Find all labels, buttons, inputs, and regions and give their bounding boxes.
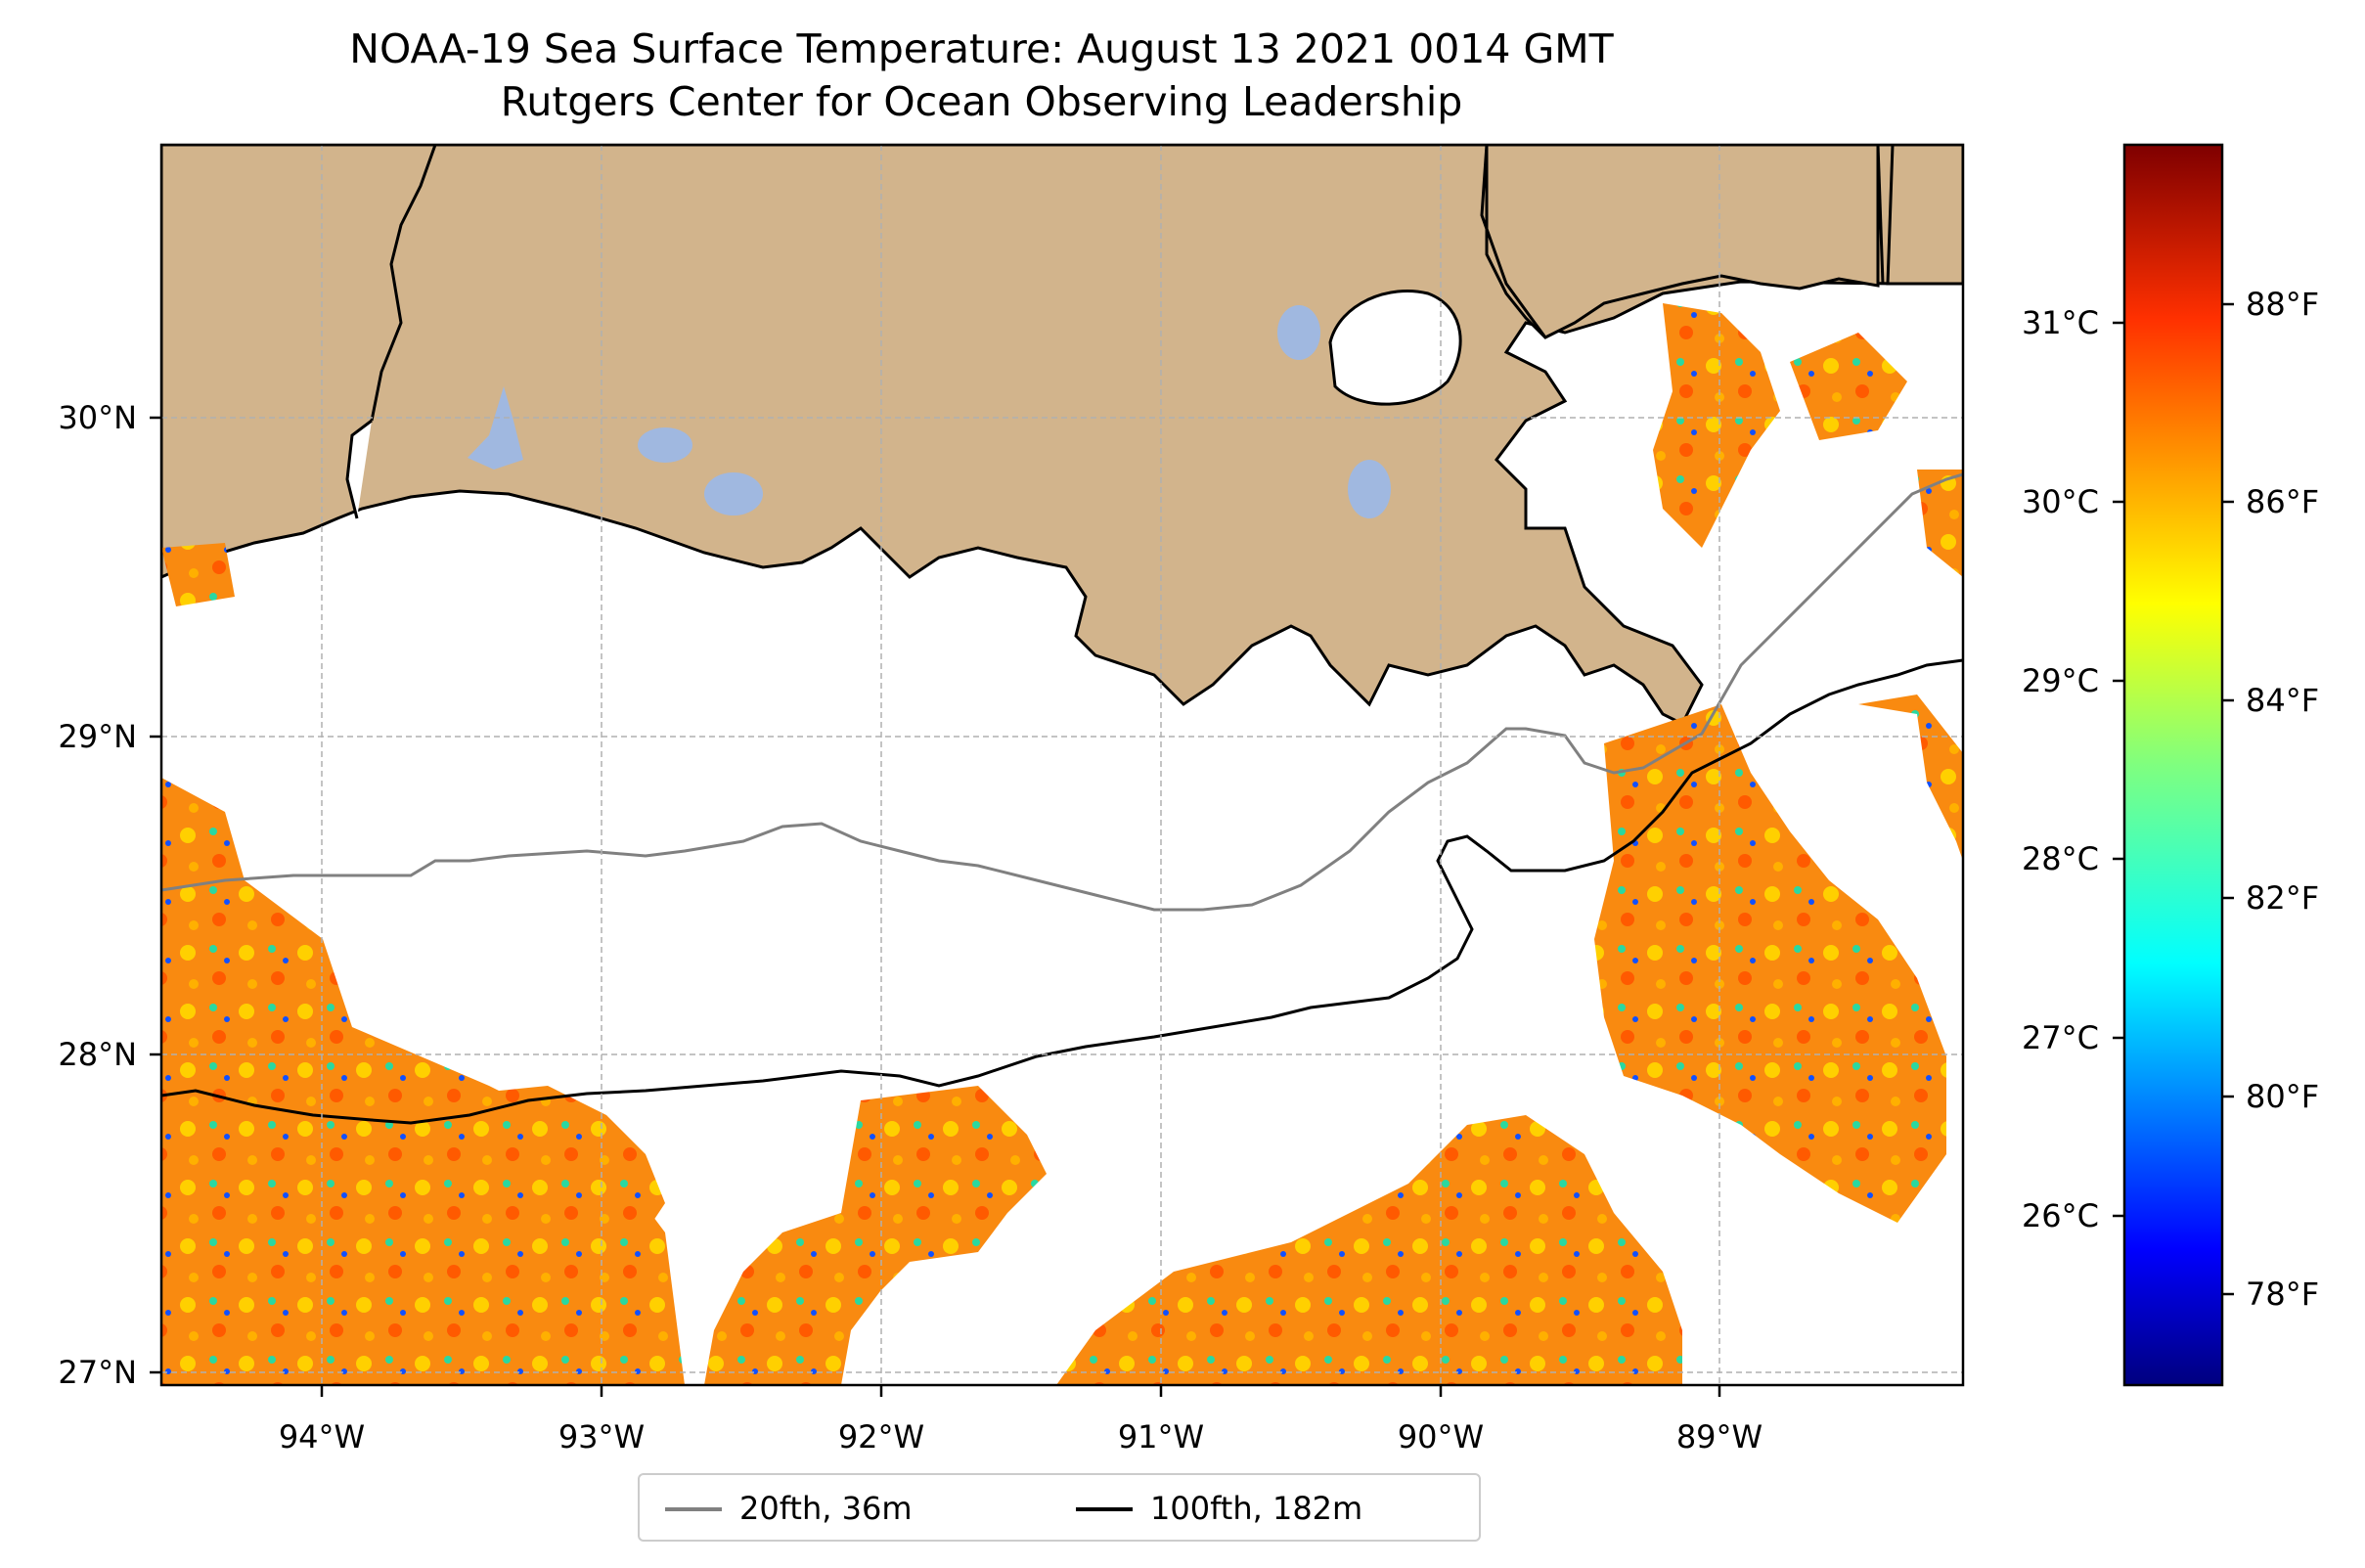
gridlines — [161, 145, 1963, 1385]
legend-label: 100fth, 182m — [1150, 1490, 1363, 1527]
lon-label: 89°W — [1676, 1418, 1763, 1456]
colorbar-fahrenheit-label: 80°F — [2246, 1078, 2319, 1115]
lon-label: 90°W — [1398, 1418, 1484, 1456]
legend-item-100fth: 100fth, 182m — [1064, 1489, 1455, 1528]
lake-pontchartrain — [1328, 289, 1462, 406]
colorbar-celsius-label: 30°C — [2022, 483, 2099, 520]
legend: 20fth, 36m 100fth, 182m — [638, 1473, 1481, 1542]
colorbar-celsius-label: 31°C — [2022, 304, 2099, 341]
colorbar-fahrenheit-label: 88°F — [2246, 286, 2319, 323]
colorbar-celsius-label: 26°C — [2022, 1197, 2099, 1234]
colorbar-fahrenheit-label: 78°F — [2246, 1276, 2319, 1313]
colorbar-ticks — [2113, 302, 2234, 1296]
lat-label: 30°N — [58, 399, 137, 436]
legend-swatch — [1076, 1507, 1133, 1511]
land-east — [1886, 145, 1963, 286]
sst-data-layer — [161, 303, 1963, 1385]
lake-salvador — [1348, 460, 1391, 518]
colorbar-fahrenheit-label: 82°F — [2246, 879, 2319, 917]
chart-subtitle: Rutgers Center for Ocean Observing Leade… — [500, 78, 1463, 125]
lat-label: 27°N — [58, 1354, 137, 1391]
legend-label: 20fth, 36m — [739, 1490, 913, 1527]
colorbar-celsius-label: 29°C — [2022, 662, 2099, 699]
lake-white — [638, 427, 692, 463]
lat-label: 28°N — [58, 1036, 137, 1073]
colorbar — [2122, 143, 2224, 1387]
lon-label: 93°W — [558, 1418, 645, 1456]
lake-calcasieu — [468, 386, 523, 470]
contour-20fth — [161, 472, 1963, 912]
colorbar-fahrenheit-label: 86°F — [2246, 483, 2319, 520]
lon-label: 91°W — [1118, 1418, 1204, 1456]
chart-title: NOAA-19 Sea Surface Temperature: August … — [349, 25, 1614, 72]
lake-maurepas — [1277, 305, 1320, 360]
colorbar-celsius-label: 28°C — [2022, 840, 2099, 877]
land-mississippi — [1485, 145, 1880, 339]
colorbar-celsius-label: 27°C — [2022, 1019, 2099, 1056]
lat-label: 29°N — [58, 718, 137, 755]
axis-ticks — [150, 416, 1721, 1397]
map-panel — [161, 145, 1963, 1385]
colorbar-fahrenheit-label: 84°F — [2246, 682, 2319, 719]
lon-label: 94°W — [279, 1418, 365, 1456]
contour-100fth — [161, 658, 1963, 1125]
legend-item-20fth: 20fth, 36m — [653, 1489, 966, 1528]
lon-label: 92°W — [838, 1418, 924, 1456]
legend-swatch — [665, 1507, 722, 1511]
lake-grand — [704, 472, 763, 515]
